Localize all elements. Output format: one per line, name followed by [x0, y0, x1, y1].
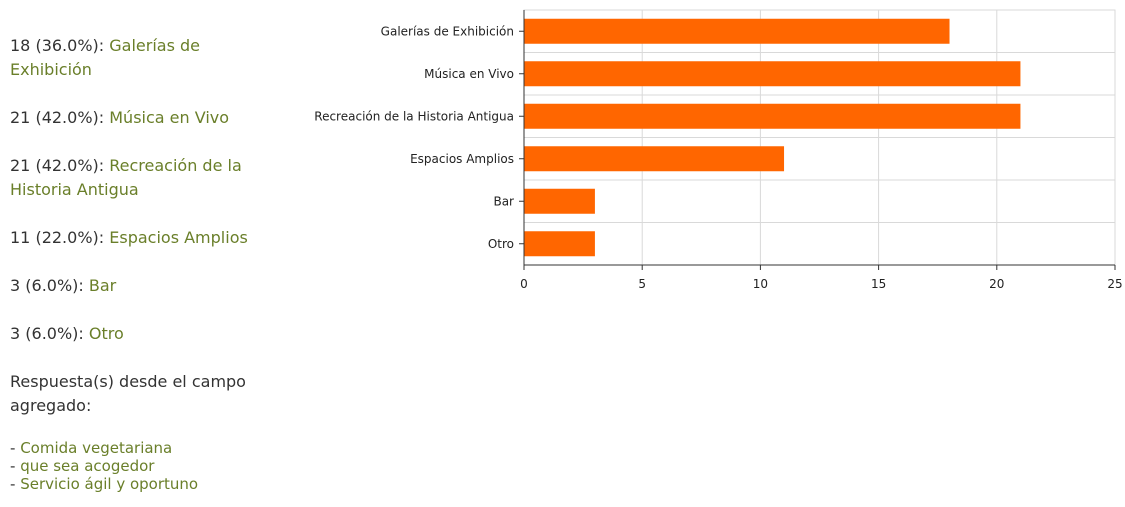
bar — [524, 103, 1021, 129]
extra-responses-title: Respuesta(s) desde el campo agregado: — [10, 372, 246, 415]
extra-response-text: Servicio ágil y oportuno — [20, 475, 199, 493]
summary-count: 21 (42.0%): — [10, 108, 105, 127]
summary-item: 3 (6.0%): Otro — [10, 322, 272, 346]
y-tick-label: Bar — [493, 194, 514, 208]
summary-count: 18 (36.0%): — [10, 36, 105, 55]
extra-responses-list: - Comida vegetariana - que sea acogedor … — [10, 439, 272, 493]
summary-count: 3 (6.0%): — [10, 324, 84, 343]
summary-label: Otro — [88, 324, 124, 343]
x-tick-label: 15 — [871, 277, 886, 291]
x-tick-label: 20 — [989, 277, 1004, 291]
summary-item: 3 (6.0%): Bar — [10, 274, 272, 298]
y-tick-label: Otro — [488, 237, 514, 251]
response-summary: 18 (36.0%): Galerías de Exhibición 21 (4… — [10, 34, 272, 493]
summary-label: Música en Vivo — [109, 108, 230, 127]
summary-count: 11 (22.0%): — [10, 228, 105, 247]
summary-label: Espacios Amplios — [109, 228, 248, 247]
list-item: - Comida vegetariana — [10, 439, 173, 457]
summary-count: 21 (42.0%): — [10, 156, 105, 175]
summary-count: 3 (6.0%): — [10, 276, 84, 295]
list-item: - Servicio ágil y oportuno — [10, 475, 199, 493]
y-tick-label: Espacios Amplios — [410, 152, 514, 166]
bar — [524, 231, 595, 257]
bar — [524, 188, 595, 214]
y-tick-label: Música en Vivo — [424, 67, 514, 81]
summary-item: 18 (36.0%): Galerías de Exhibición — [10, 34, 272, 82]
summary-item: 11 (22.0%): Espacios Amplios — [10, 226, 272, 250]
summary-item: 21 (42.0%): Recreación de la Historia An… — [10, 154, 272, 202]
x-tick-label: 25 — [1107, 277, 1122, 291]
x-tick-label: 5 — [638, 277, 646, 291]
bar — [524, 18, 950, 44]
bar-chart: Galerías de Exhibición Música en Vivo Recr… — [314, 9, 1123, 291]
x-tick-label: 0 — [520, 277, 528, 291]
bar — [524, 146, 785, 172]
y-tick-label: Galerías de Exhibición — [381, 24, 514, 38]
summary-label: Bar — [88, 276, 117, 295]
x-tick-label: 10 — [753, 277, 768, 291]
summary-label: Galerías de Exhibición — [10, 36, 200, 79]
y-tick-label: Recreación de la Historia Antigua — [314, 109, 514, 123]
summary-label: Recreación de la Historia Antigua — [10, 156, 242, 199]
list-item: - que sea acogedor — [10, 457, 155, 475]
summary-item: 21 (42.0%): Música en Vivo — [10, 106, 272, 130]
extra-response-text: Comida vegetariana — [20, 439, 173, 457]
bar — [524, 61, 1021, 87]
extra-response-text: que sea acogedor — [20, 457, 155, 475]
